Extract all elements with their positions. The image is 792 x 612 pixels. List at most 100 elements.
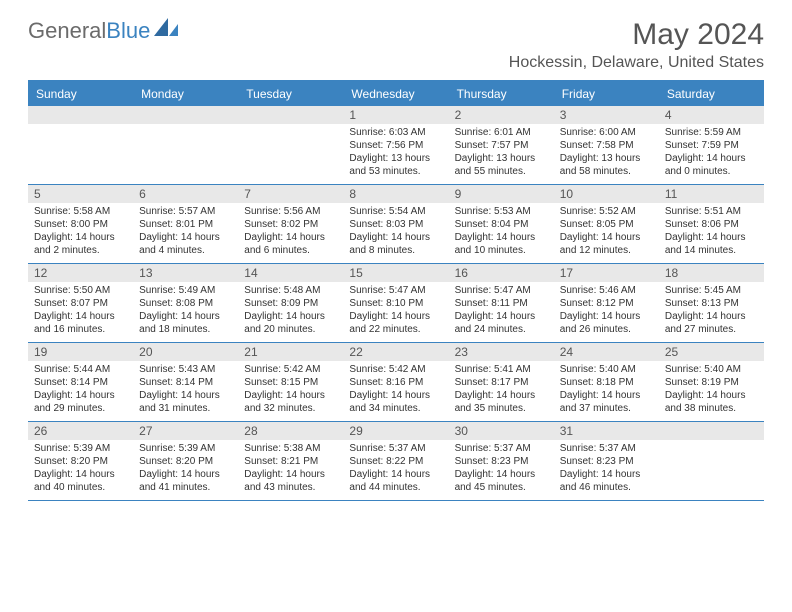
- day-line: Daylight: 14 hours: [244, 389, 337, 402]
- day-line: Sunset: 8:05 PM: [560, 218, 653, 231]
- day-line: Daylight: 14 hours: [560, 389, 653, 402]
- day-line: and 0 minutes.: [665, 165, 758, 178]
- day-line: Sunrise: 5:57 AM: [139, 205, 232, 218]
- day-number: 17: [554, 264, 659, 282]
- day-cell: 6Sunrise: 5:57 AMSunset: 8:01 PMDaylight…: [133, 185, 238, 263]
- day-line: Sunrise: 5:52 AM: [560, 205, 653, 218]
- day-line: and 45 minutes.: [455, 481, 548, 494]
- day-line: Daylight: 14 hours: [665, 310, 758, 323]
- day-number: 3: [554, 106, 659, 124]
- day-line: Sunrise: 5:39 AM: [139, 442, 232, 455]
- day-cell: 9 Sunrise: 5:53 AMSunset: 8:04 PMDaylight…: [449, 185, 554, 263]
- day-line: and 14 minutes.: [665, 244, 758, 257]
- day-line: Sunrise: 5:43 AM: [139, 363, 232, 376]
- day-line: and 10 minutes.: [455, 244, 548, 257]
- day-line: Sunset: 7:58 PM: [560, 139, 653, 152]
- day-line: Sunrise: 5:47 AM: [455, 284, 548, 297]
- day-details: Sunrise: 6:03 AMSunset: 7:56 PMDaylight:…: [343, 124, 448, 184]
- weekday-header: Tuesday: [238, 82, 343, 106]
- day-cell: 27Sunrise: 5:39 AMSunset: 8:20 PMDayligh…: [133, 422, 238, 500]
- day-details: Sunrise: 5:39 AMSunset: 8:20 PMDaylight:…: [133, 440, 238, 500]
- day-details: Sunrise: 5:51 AMSunset: 8:06 PMDaylight:…: [659, 203, 764, 263]
- day-number: 4: [659, 106, 764, 124]
- day-details: Sunrise: 5:49 AMSunset: 8:08 PMDaylight:…: [133, 282, 238, 342]
- weekday-header: Thursday: [449, 82, 554, 106]
- day-line: and 55 minutes.: [455, 165, 548, 178]
- day-line: Sunset: 8:00 PM: [34, 218, 127, 231]
- week-row: 12Sunrise: 5:50 AMSunset: 8:07 PMDayligh…: [28, 264, 764, 343]
- day-number: 24: [554, 343, 659, 361]
- day-cell: 3Sunrise: 6:00 AMSunset: 7:58 PMDaylight…: [554, 106, 659, 184]
- day-details: Sunrise: 5:54 AMSunset: 8:03 PMDaylight:…: [343, 203, 448, 263]
- day-line: Sunset: 8:19 PM: [665, 376, 758, 389]
- day-line: Sunrise: 5:47 AM: [349, 284, 442, 297]
- day-line: Sunrise: 5:54 AM: [349, 205, 442, 218]
- day-line: Sunset: 8:09 PM: [244, 297, 337, 310]
- day-cell: 18Sunrise: 5:45 AMSunset: 8:13 PMDayligh…: [659, 264, 764, 342]
- day-line: Sunset: 8:07 PM: [34, 297, 127, 310]
- day-line: Sunrise: 5:59 AM: [665, 126, 758, 139]
- day-cell: 7Sunrise: 5:56 AMSunset: 8:02 PMDaylight…: [238, 185, 343, 263]
- weekday-header: Wednesday: [343, 82, 448, 106]
- day-details: Sunrise: 5:47 AMSunset: 8:11 PMDaylight:…: [449, 282, 554, 342]
- day-details: Sunrise: 5:43 AMSunset: 8:14 PMDaylight:…: [133, 361, 238, 421]
- day-line: Sunset: 8:04 PM: [455, 218, 548, 231]
- day-line: Daylight: 14 hours: [455, 468, 548, 481]
- day-line: and 8 minutes.: [349, 244, 442, 257]
- day-line: Sunrise: 5:51 AM: [665, 205, 758, 218]
- day-details: Sunrise: 5:50 AMSunset: 8:07 PMDaylight:…: [28, 282, 133, 342]
- day-number: 18: [659, 264, 764, 282]
- day-details: Sunrise: 6:00 AMSunset: 7:58 PMDaylight:…: [554, 124, 659, 184]
- weekday-header-row: SundayMondayTuesdayWednesdayThursdayFrid…: [28, 82, 764, 106]
- day-line: Sunrise: 5:38 AM: [244, 442, 337, 455]
- day-line: Daylight: 14 hours: [455, 231, 548, 244]
- day-details: Sunrise: 5:37 AMSunset: 8:22 PMDaylight:…: [343, 440, 448, 500]
- day-line: and 43 minutes.: [244, 481, 337, 494]
- day-line: Sunset: 8:03 PM: [349, 218, 442, 231]
- day-line: Daylight: 14 hours: [34, 231, 127, 244]
- title-area: May 2024 Hockessin, Delaware, United Sta…: [509, 18, 764, 72]
- day-number: 6: [133, 185, 238, 203]
- day-line: Sunrise: 5:53 AM: [455, 205, 548, 218]
- day-line: and 12 minutes.: [560, 244, 653, 257]
- weekday-header: Friday: [554, 82, 659, 106]
- day-details: Sunrise: 5:47 AMSunset: 8:10 PMDaylight:…: [343, 282, 448, 342]
- day-line: and 44 minutes.: [349, 481, 442, 494]
- day-line: Sunrise: 5:37 AM: [455, 442, 548, 455]
- day-cell: 15Sunrise: 5:47 AMSunset: 8:10 PMDayligh…: [343, 264, 448, 342]
- day-line: Daylight: 14 hours: [139, 310, 232, 323]
- day-details: Sunrise: 5:37 AMSunset: 8:23 PMDaylight:…: [449, 440, 554, 500]
- day-details: Sunrise: 5:59 AMSunset: 7:59 PMDaylight:…: [659, 124, 764, 184]
- day-line: Sunset: 7:56 PM: [349, 139, 442, 152]
- day-cell: 21Sunrise: 5:42 AMSunset: 8:15 PMDayligh…: [238, 343, 343, 421]
- day-line: Sunset: 8:11 PM: [455, 297, 548, 310]
- day-number: 9: [449, 185, 554, 203]
- day-number: 28: [238, 422, 343, 440]
- day-details: Sunrise: 5:41 AMSunset: 8:17 PMDaylight:…: [449, 361, 554, 421]
- day-line: and 58 minutes.: [560, 165, 653, 178]
- day-line: Sunset: 8:08 PM: [139, 297, 232, 310]
- day-line: Daylight: 14 hours: [560, 231, 653, 244]
- day-line: and 2 minutes.: [34, 244, 127, 257]
- day-line: and 41 minutes.: [139, 481, 232, 494]
- day-line: Daylight: 14 hours: [560, 310, 653, 323]
- day-number: 21: [238, 343, 343, 361]
- day-cell: 26Sunrise: 5:39 AMSunset: 8:20 PMDayligh…: [28, 422, 133, 500]
- day-number: 27: [133, 422, 238, 440]
- location: Hockessin, Delaware, United States: [509, 54, 764, 72]
- day-line: and 32 minutes.: [244, 402, 337, 415]
- day-line: and 6 minutes.: [244, 244, 337, 257]
- day-line: Daylight: 14 hours: [665, 389, 758, 402]
- day-line: and 40 minutes.: [34, 481, 127, 494]
- day-cell: 17Sunrise: 5:46 AMSunset: 8:12 PMDayligh…: [554, 264, 659, 342]
- day-line: Sunrise: 5:49 AM: [139, 284, 232, 297]
- logo: GeneralBlue: [28, 18, 180, 44]
- day-line: Sunset: 8:14 PM: [139, 376, 232, 389]
- weekday-header: Monday: [133, 82, 238, 106]
- day-cell: 28Sunrise: 5:38 AMSunset: 8:21 PMDayligh…: [238, 422, 343, 500]
- day-line: Daylight: 14 hours: [665, 231, 758, 244]
- day-cell: 24Sunrise: 5:40 AMSunset: 8:18 PMDayligh…: [554, 343, 659, 421]
- month-title: May 2024: [509, 18, 764, 52]
- day-number: 30: [449, 422, 554, 440]
- day-line: Sunset: 7:59 PM: [665, 139, 758, 152]
